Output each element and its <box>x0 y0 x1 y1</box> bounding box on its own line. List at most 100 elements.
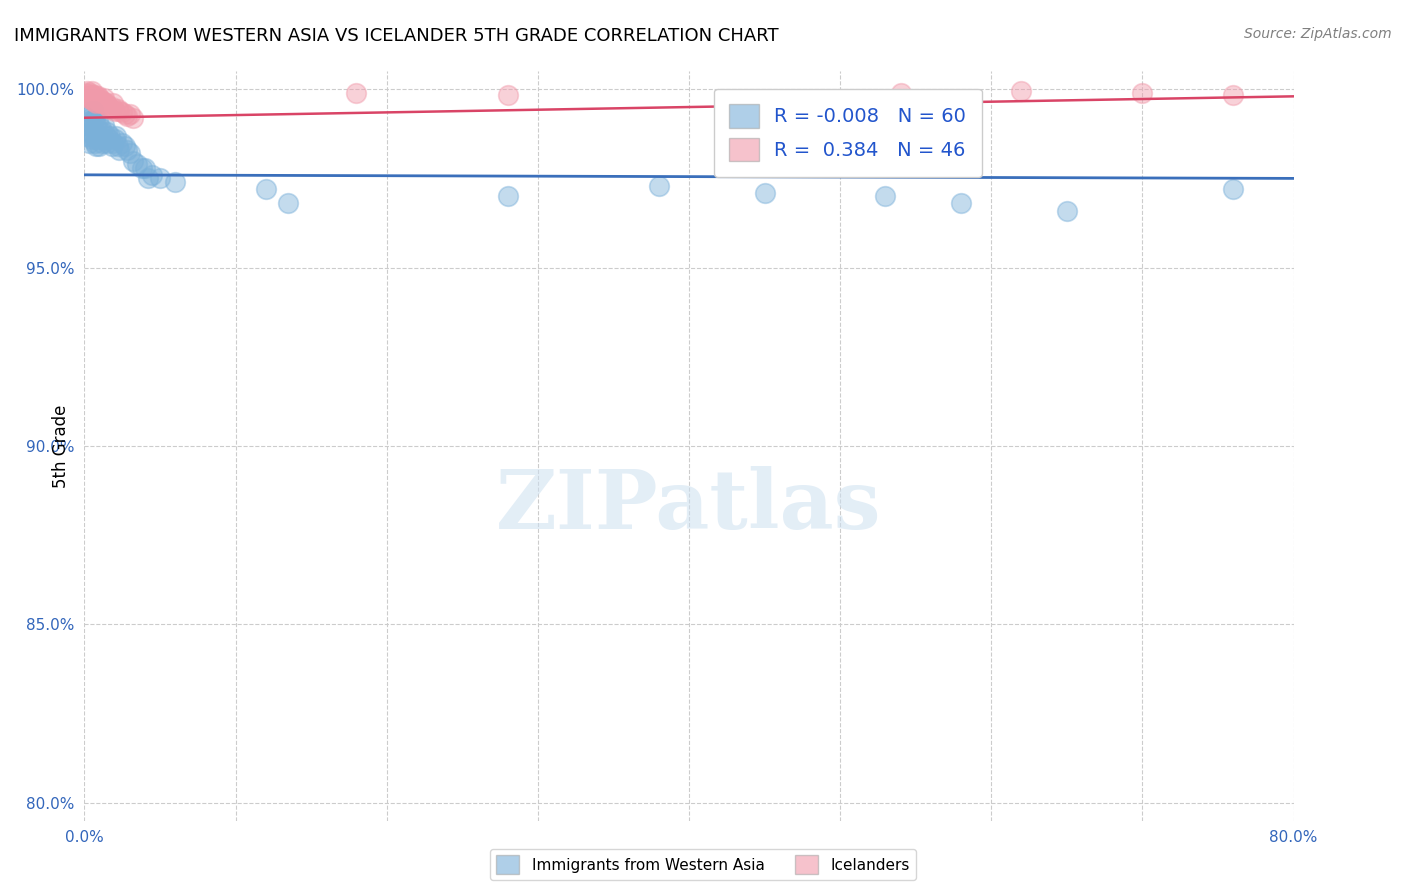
Point <box>1056 203 1078 218</box>
Point <box>100 100 122 114</box>
Point <box>82 93 104 107</box>
Point <box>94 128 117 143</box>
Point <box>91 125 114 139</box>
Point <box>79 86 101 100</box>
Point <box>108 103 131 118</box>
Point <box>111 105 134 120</box>
Point <box>496 189 519 203</box>
Point <box>82 89 104 103</box>
Point <box>98 102 121 116</box>
Point <box>875 189 897 203</box>
Point <box>111 136 134 150</box>
Point <box>76 128 98 143</box>
Point <box>90 132 112 146</box>
Point <box>84 95 107 109</box>
Text: ZIPatlas: ZIPatlas <box>496 466 882 546</box>
Point <box>84 136 107 150</box>
Point <box>346 86 368 100</box>
Point <box>87 89 110 103</box>
Point <box>93 132 115 146</box>
Point <box>1222 87 1244 102</box>
Point <box>84 125 107 139</box>
Point <box>91 96 114 111</box>
Point <box>84 111 107 125</box>
Point <box>76 89 98 103</box>
Point <box>134 161 156 175</box>
Point <box>97 132 120 146</box>
Point <box>80 132 103 146</box>
Point <box>75 118 97 132</box>
Point <box>127 157 149 171</box>
Legend: Immigrants from Western Asia, Icelanders: Immigrants from Western Asia, Icelanders <box>491 849 915 880</box>
Point <box>136 171 159 186</box>
Point <box>76 84 98 98</box>
Point <box>105 128 128 143</box>
Legend: R = -0.008   N = 60, R =  0.384   N = 46: R = -0.008 N = 60, R = 0.384 N = 46 <box>714 88 981 177</box>
Point <box>115 143 138 157</box>
Point <box>104 103 127 118</box>
Point <box>80 87 103 102</box>
Point <box>91 136 114 150</box>
Point <box>79 89 101 103</box>
Point <box>96 136 118 150</box>
Point <box>84 87 107 102</box>
Point <box>141 168 163 182</box>
Point <box>950 196 973 211</box>
Point <box>98 128 121 143</box>
Point <box>90 93 112 107</box>
Point <box>87 93 110 107</box>
Point <box>82 114 104 128</box>
Point <box>104 132 127 146</box>
Point <box>496 87 519 102</box>
Point <box>90 121 112 136</box>
Point <box>114 139 136 153</box>
Point <box>77 136 100 150</box>
Point <box>100 139 122 153</box>
Point <box>90 96 112 111</box>
Point <box>86 91 108 105</box>
Point <box>75 86 97 100</box>
Point <box>89 128 111 143</box>
Point <box>97 100 120 114</box>
Point <box>254 182 277 196</box>
Point <box>80 118 103 132</box>
Point <box>80 84 103 98</box>
Point <box>93 91 115 105</box>
Point <box>93 118 115 132</box>
Point <box>101 96 124 111</box>
Y-axis label: 5th Grade: 5th Grade <box>52 404 70 488</box>
Point <box>754 186 776 200</box>
Point <box>121 153 143 168</box>
Point <box>165 175 187 189</box>
Point <box>77 91 100 105</box>
Point <box>82 103 104 118</box>
Point <box>131 161 153 175</box>
Point <box>101 136 124 150</box>
Point <box>93 95 115 109</box>
Point <box>94 96 117 111</box>
Point <box>1011 84 1033 98</box>
Point <box>96 98 118 112</box>
Point <box>118 107 141 121</box>
Point <box>86 118 108 132</box>
Point <box>277 196 299 211</box>
Point <box>149 171 172 186</box>
Point <box>79 125 101 139</box>
Text: Source: ZipAtlas.com: Source: ZipAtlas.com <box>1244 27 1392 41</box>
Point <box>86 132 108 146</box>
Point <box>80 107 103 121</box>
Point <box>89 91 111 105</box>
Point <box>96 125 118 139</box>
Point <box>79 111 101 125</box>
Point <box>89 95 111 109</box>
Point <box>1130 86 1153 100</box>
Point <box>84 91 107 105</box>
Point <box>648 178 671 193</box>
Point <box>114 107 136 121</box>
Point <box>82 128 104 143</box>
Text: IMMIGRANTS FROM WESTERN ASIA VS ICELANDER 5TH GRADE CORRELATION CHART: IMMIGRANTS FROM WESTERN ASIA VS ICELANDE… <box>14 27 779 45</box>
Point <box>77 87 100 102</box>
Point <box>890 86 912 100</box>
Point <box>89 139 111 153</box>
Point <box>77 114 100 128</box>
